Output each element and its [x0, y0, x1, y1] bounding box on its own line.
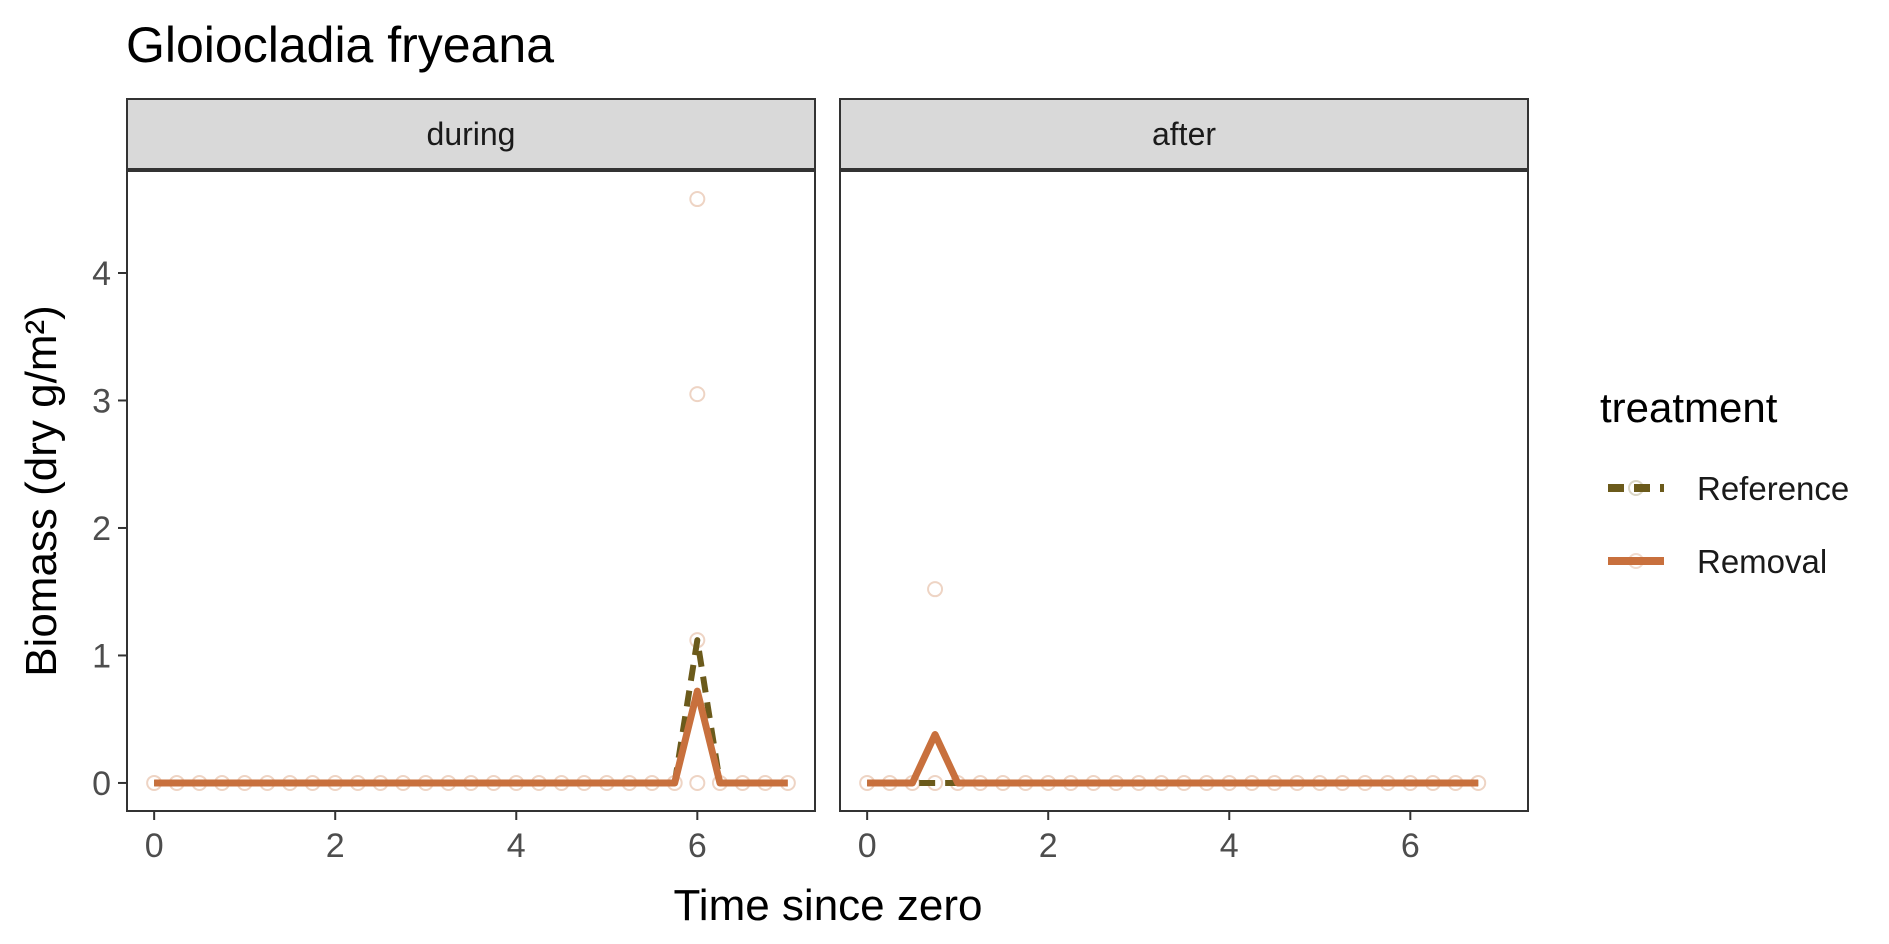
legend: treatment Reference Removal [1600, 384, 1849, 580]
strip-during [126, 98, 816, 170]
y-tick-label: 0 [92, 765, 111, 803]
data-point [927, 581, 944, 598]
panel-after: after 0 2 4 6 [839, 98, 1529, 865]
x-tick-label: 2 [1039, 827, 1058, 865]
plot-area-after [839, 170, 1529, 812]
axis-ticks-after: 0 2 4 6 [858, 811, 1420, 865]
legend-title: treatment [1600, 384, 1778, 431]
x-tick-label: 4 [1220, 827, 1239, 865]
strip-label-during: during [427, 116, 516, 152]
data-point [689, 386, 706, 403]
y-tick-label: 4 [92, 255, 111, 293]
series-line-removal-after [867, 731, 1479, 787]
y-tick-label: 2 [92, 510, 111, 548]
chart-title: Gloiocladia fryeana [126, 17, 554, 73]
x-tick-label: 0 [145, 827, 164, 865]
strip-after [839, 98, 1529, 170]
legend-label-removal: Removal [1697, 543, 1827, 580]
strip-label-after: after [1152, 116, 1216, 152]
x-tick-label: 6 [1401, 827, 1420, 865]
x-tick-label: 4 [507, 827, 526, 865]
y-axis-title: Biomass (dry g/m²) [17, 305, 66, 677]
x-axis-title: Time since zero [674, 881, 983, 930]
legend-label-reference: Reference [1697, 470, 1849, 507]
x-tick-label: 2 [326, 827, 345, 865]
data-point [689, 774, 706, 791]
series-line-removal-during [154, 687, 788, 787]
marks-during [146, 191, 796, 791]
y-tick-label: 3 [92, 382, 111, 420]
x-tick-label: 6 [688, 827, 707, 865]
panel-during: during 0 2 4 6 [126, 98, 816, 865]
y-tick-label: 1 [92, 637, 111, 675]
x-tick-label: 0 [858, 827, 877, 865]
marks-after [859, 581, 1487, 791]
y-axis: 0 1 2 3 4 [92, 255, 127, 803]
axis-ticks-during: 0 2 4 6 [145, 811, 707, 865]
data-point [689, 191, 706, 208]
